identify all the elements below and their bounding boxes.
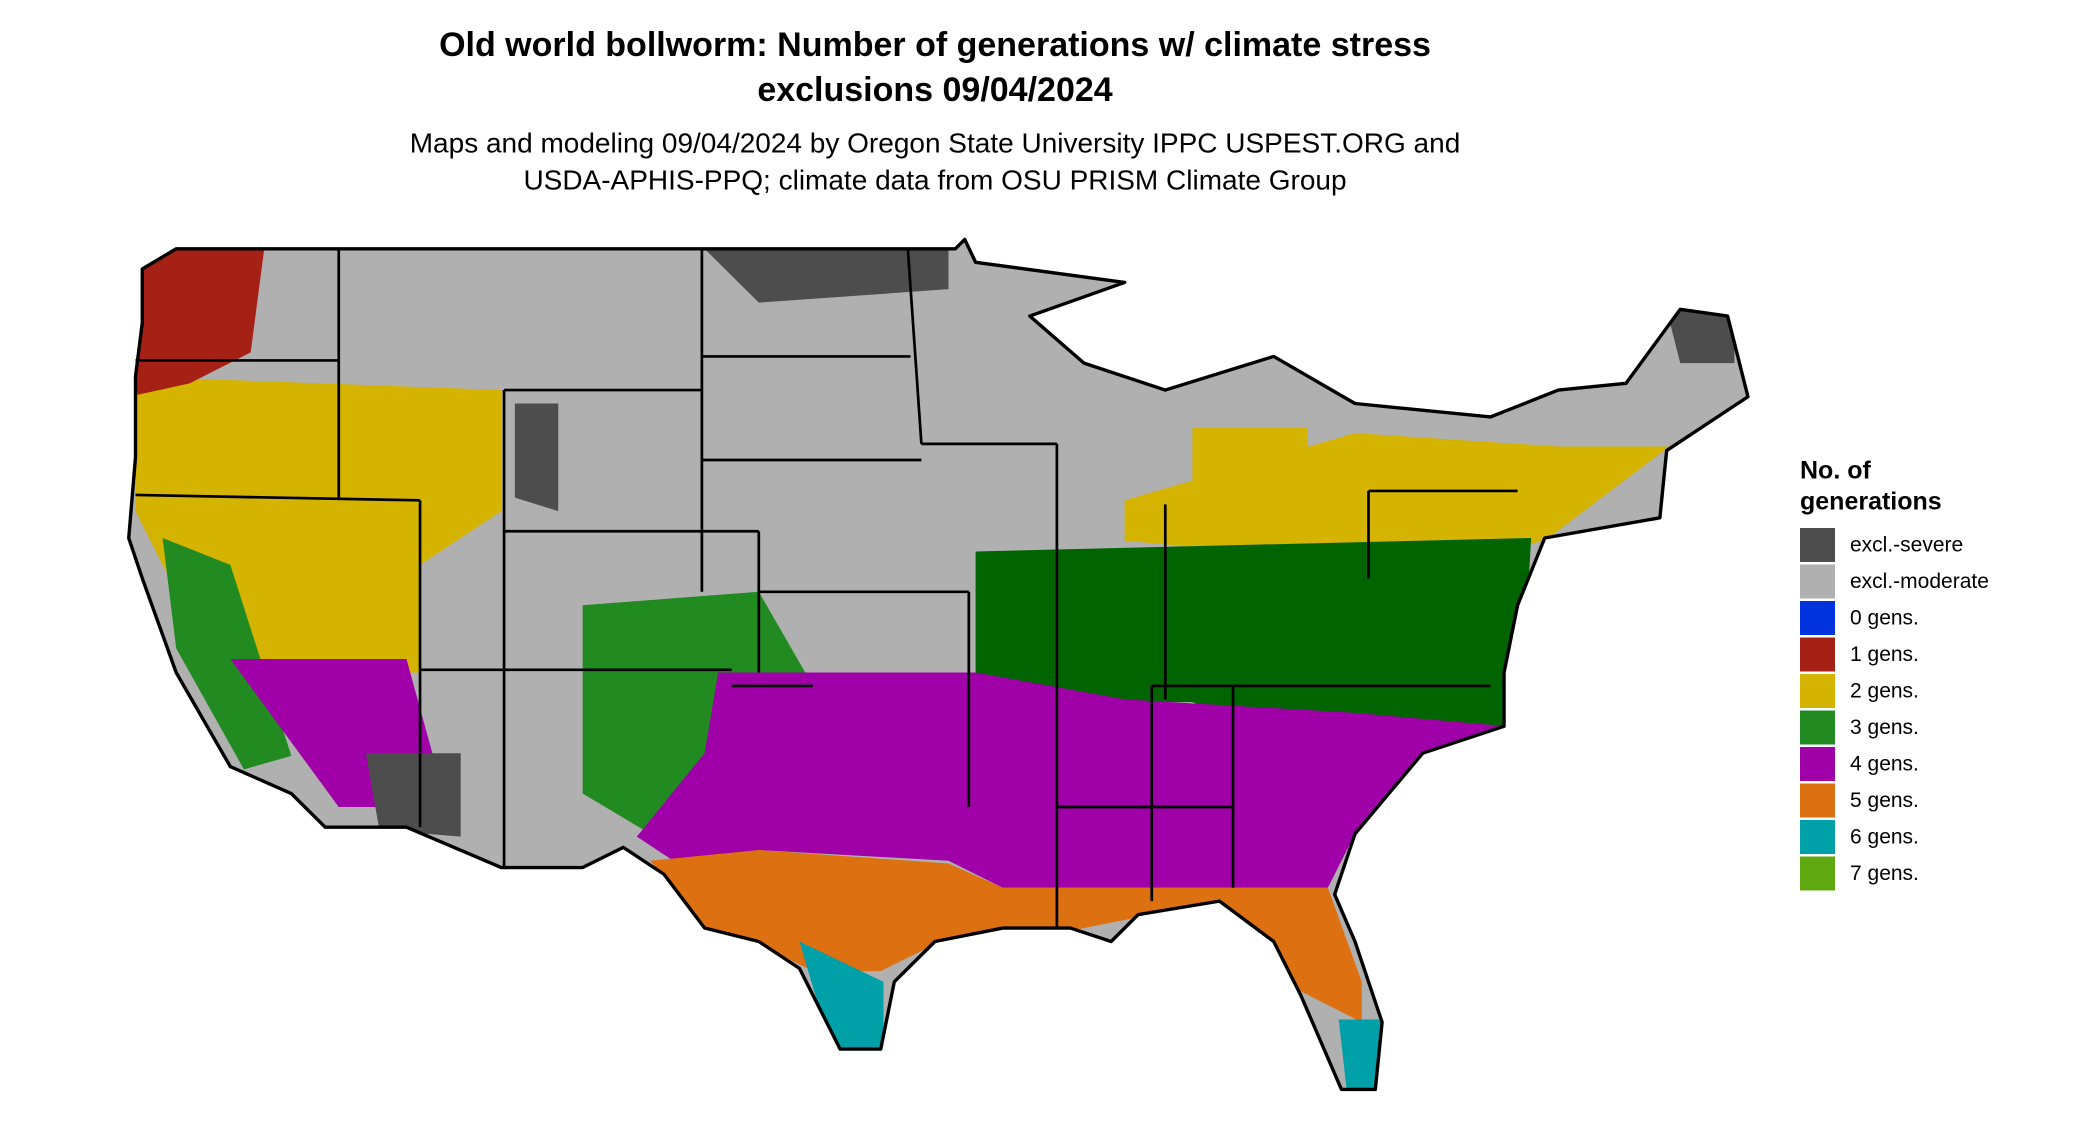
legend-label: excl.-moderate <box>1850 570 1989 593</box>
legend-title: generations <box>1800 488 1942 516</box>
legend-title: No. of <box>1800 457 1871 485</box>
legend-swatch <box>1800 637 1835 672</box>
legend: No. of generations excl.-severe excl.-mod… <box>1800 457 1989 891</box>
legend-label: 4 gens. <box>1850 753 1919 776</box>
legend-swatch <box>1800 856 1835 891</box>
legend-label: 3 gens. <box>1850 716 1919 739</box>
title: exclusions 09/04/2024 <box>757 71 1112 109</box>
legend-swatch <box>1800 528 1835 562</box>
subtitle: Maps and modeling 09/04/2024 by Oregon S… <box>410 127 1461 158</box>
legend-label: 7 gens. <box>1850 862 1919 885</box>
legend-label: 0 gens. <box>1850 607 1919 630</box>
legend-label: 1 gens. <box>1850 643 1919 666</box>
map <box>127 237 1750 1092</box>
legend-label: 5 gens. <box>1850 789 1919 812</box>
legend-swatch <box>1800 710 1835 745</box>
legend-label: excl.-severe <box>1850 534 1963 557</box>
legend-label: 2 gens. <box>1850 680 1919 703</box>
legend-swatch <box>1800 564 1835 599</box>
legend-label: 6 gens. <box>1850 826 1919 849</box>
legend-swatch <box>1800 820 1835 854</box>
legend-swatch <box>1800 674 1835 708</box>
title: Old world bollworm: Number of generation… <box>439 26 1431 64</box>
subtitle: USDA-APHIS-PPQ; climate data from OSU PR… <box>523 164 1346 195</box>
legend-swatch <box>1800 747 1835 781</box>
legend-swatch <box>1800 783 1835 818</box>
legend-swatch <box>1800 601 1835 635</box>
